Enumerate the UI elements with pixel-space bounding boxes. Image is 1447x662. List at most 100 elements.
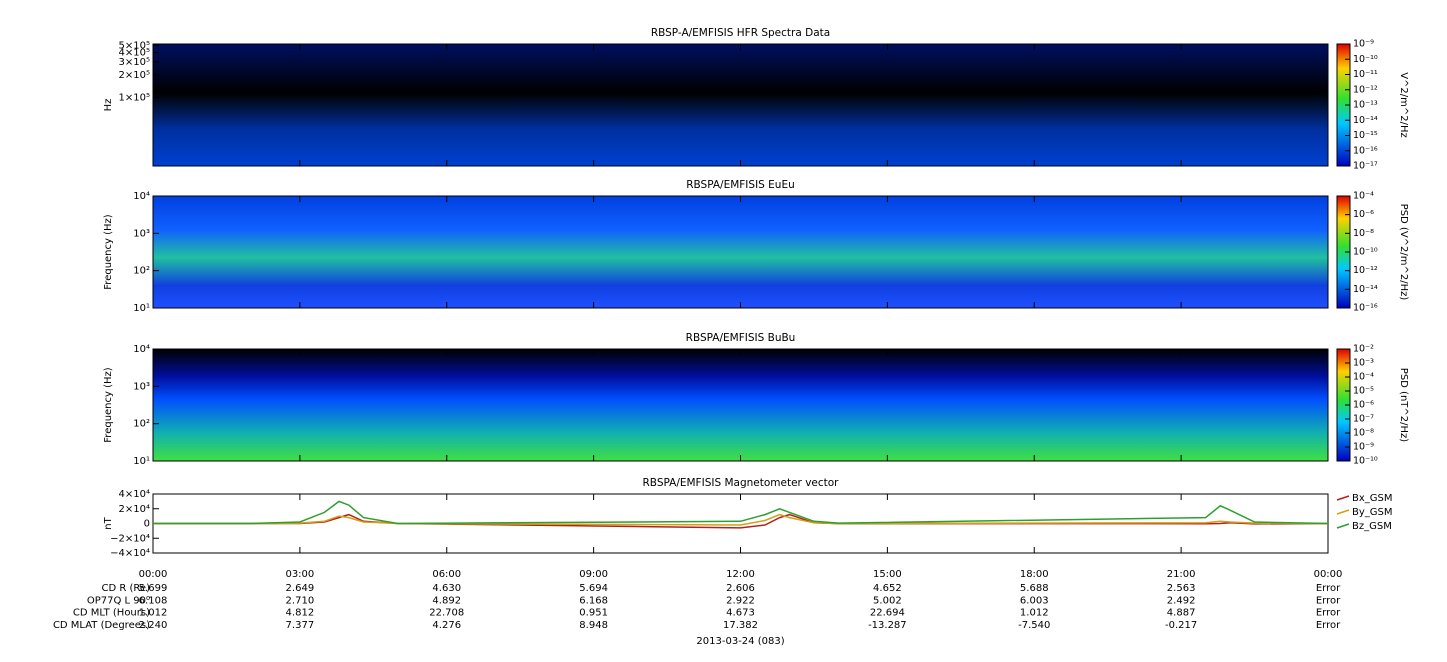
- ephemeris-value: 2.240: [139, 620, 168, 631]
- x-tick-label: 03:00: [285, 569, 314, 580]
- ephemeris-value: Error: [1316, 620, 1341, 631]
- ephemeris-value: 4.673: [726, 608, 755, 619]
- colorbar-tick-label: 10⁻⁵: [1353, 386, 1374, 397]
- colorbar-tick-label: 10⁻⁸: [1353, 228, 1374, 239]
- colorbar-tick-label: 10⁻¹⁰: [1353, 456, 1378, 467]
- panel-title: RBSPA/EMFISIS BuBu: [686, 332, 796, 344]
- y-axis-label: Frequency (Hz): [103, 367, 114, 443]
- y-axis-label: Hz: [103, 99, 114, 112]
- ephemeris-value: 2.649: [286, 583, 315, 594]
- x-tick-label: 09:00: [579, 569, 608, 580]
- y-tick-label: 10²: [133, 266, 150, 277]
- colorbar-tick-label: 10⁻⁹: [1353, 39, 1374, 50]
- ephemeris-value: 0.951: [579, 608, 608, 619]
- colorbar-tick-label: 10⁻¹⁴: [1353, 284, 1378, 295]
- ephemeris-value: 2.922: [726, 595, 755, 606]
- ephemeris-value: -13.287: [868, 620, 907, 631]
- y-tick-label: 2×10⁴: [119, 504, 150, 515]
- legend-swatch: [1336, 509, 1350, 515]
- ephemeris-value: 4.892: [432, 595, 461, 606]
- ephemeris-label: CD R (Re): [102, 583, 151, 594]
- ephemeris-value: 6.003: [1020, 595, 1049, 606]
- ephemeris-label: CD MLT (Hours): [73, 608, 150, 619]
- y-tick-label: 1×10⁵: [119, 92, 150, 103]
- x-tick-label: 00:00: [139, 569, 168, 580]
- legend-label: Bz_GSM: [1352, 521, 1392, 532]
- colorbar-label: V^2/m^2/Hz: [1398, 72, 1409, 138]
- colorbar-tick-label: 10⁻⁶: [1353, 209, 1374, 220]
- ephemeris-value: 4.812: [286, 608, 315, 619]
- legend-label: Bx_GSM: [1352, 493, 1393, 504]
- colorbar-tick-label: 10⁻⁴: [1353, 372, 1374, 383]
- data-line: [153, 500, 1329, 525]
- x-tick-label: 06:00: [432, 569, 461, 580]
- ephemeris-value: 7.377: [286, 620, 315, 631]
- y-tick-label: −2×10⁴: [110, 533, 150, 544]
- ephemeris-value: 4.630: [432, 583, 461, 594]
- y-tick-label: 10¹: [133, 303, 150, 314]
- y-tick-label: −4×10⁴: [110, 548, 150, 559]
- ephemeris-value: 5.688: [1020, 583, 1049, 594]
- colorbar-tick-label: 10⁻¹⁴: [1353, 115, 1378, 126]
- ephemeris-value: -7.540: [1018, 620, 1050, 631]
- x-tick-label: 21:00: [1167, 569, 1196, 580]
- colorbar-tick-label: 10⁻¹⁰: [1353, 54, 1378, 65]
- ephemeris-value: 4.276: [432, 620, 461, 631]
- ephemeris-value: -0.217: [1165, 620, 1197, 631]
- ephemeris-value: 2.492: [1167, 595, 1196, 606]
- colorbar-tick-label: 10⁻⁶: [1353, 400, 1374, 411]
- colorbar-tick-label: 10⁻⁹: [1353, 442, 1374, 453]
- y-tick-label: 3×10⁵: [119, 57, 150, 68]
- ephemeris-value: Error: [1316, 608, 1341, 619]
- ephemeris-label: OP77Q L 90⁰: [87, 595, 150, 606]
- ephemeris-value: 2.563: [1167, 583, 1196, 594]
- y-tick-label: 10⁴: [133, 344, 150, 355]
- colorbar-label: PSD (nT^2/Hz): [1398, 368, 1409, 442]
- y-tick-label: 4×10⁴: [119, 489, 150, 500]
- panel-title: RBSPA/EMFISIS Magnetometer vector: [643, 477, 840, 489]
- plot-area: [152, 43, 1329, 167]
- y-tick-label: 0: [144, 519, 150, 530]
- ephemeris-label: CD MLAT (Degrees): [53, 620, 150, 631]
- ephemeris-value: 6.168: [579, 595, 608, 606]
- panel-title: RBSPA/EMFISIS EuEu: [686, 179, 795, 191]
- ephemeris-value: 22.694: [870, 608, 905, 619]
- ephemeris-value: Error: [1316, 583, 1341, 594]
- ephemeris-value: 8.948: [579, 620, 608, 631]
- date-label: 2013-03-24 (083): [696, 636, 784, 647]
- y-tick-label: 10¹: [133, 456, 150, 467]
- x-tick-label: 00:00: [1314, 569, 1343, 580]
- colorbar-tick-label: 10⁻¹⁶: [1353, 303, 1378, 314]
- y-tick-label: 10³: [133, 228, 150, 239]
- colorbar-tick-label: 10⁻¹³: [1353, 100, 1378, 111]
- colorbar-tick-label: 10⁻¹⁶: [1353, 145, 1378, 156]
- colorbar-tick-label: 10⁻⁷: [1353, 414, 1374, 425]
- y-axis-label: nT: [103, 516, 114, 529]
- ephemeris-value: 1.012: [139, 608, 168, 619]
- colorbar-tick-label: 10⁻⁴: [1353, 191, 1374, 202]
- colorbar-tick-label: 10⁻¹⁷: [1353, 161, 1378, 172]
- legend-label: By_GSM: [1352, 507, 1393, 518]
- colorbar-tick-label: 10⁻²: [1353, 344, 1374, 355]
- ephemeris-value: Error: [1316, 595, 1341, 606]
- data-line: [153, 513, 1329, 526]
- colorbar-label: PSD (V^2/m^2/Hz): [1398, 204, 1409, 301]
- colorbar-tick-label: 10⁻¹¹: [1353, 69, 1378, 80]
- y-tick-label: 4×10⁵: [119, 47, 150, 58]
- y-tick-label: 10²: [133, 419, 150, 430]
- plot-area: [152, 195, 1329, 309]
- colorbar-tick-label: 10⁻⁸: [1353, 428, 1374, 439]
- y-tick-label: 5×10⁵: [119, 40, 150, 51]
- colorbar-tick-label: 10⁻¹²: [1353, 84, 1378, 95]
- ephemeris-value: 17.382: [723, 620, 758, 631]
- y-tick-label: 10⁴: [133, 191, 150, 202]
- panel-title: RBSP-A/EMFISIS HFR Spectra Data: [651, 27, 830, 39]
- legend-swatch: [1336, 495, 1350, 501]
- ephemeris-value: 5.002: [873, 595, 902, 606]
- ephemeris-value: 5.699: [139, 583, 168, 594]
- colorbar-tick-label: 10⁻¹²: [1353, 265, 1378, 276]
- legend-swatch: [1336, 523, 1350, 529]
- y-tick-label: 2×10⁵: [119, 70, 150, 81]
- ephemeris-value: 1.012: [1020, 608, 1049, 619]
